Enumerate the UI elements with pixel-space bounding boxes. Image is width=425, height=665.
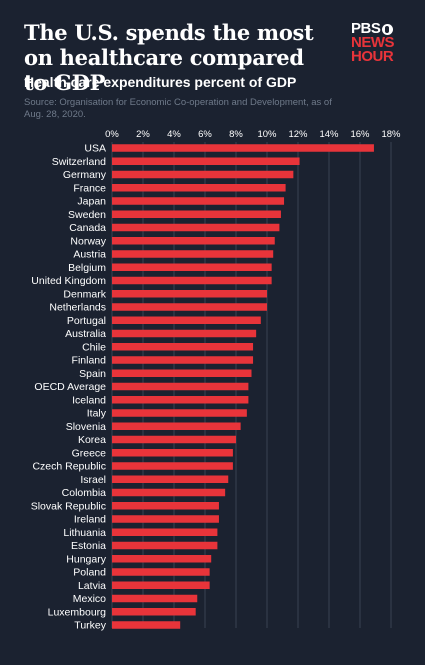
category-label: France xyxy=(73,182,106,194)
bar xyxy=(112,170,294,179)
bar xyxy=(112,382,249,391)
x-tick-label: 16% xyxy=(350,129,370,140)
category-label: Denmark xyxy=(63,288,106,300)
bar xyxy=(112,555,212,563)
chart-title: The U.S. spends the most on healthcare c… xyxy=(24,20,314,95)
category-label: USA xyxy=(84,143,106,155)
x-tick-label: 8% xyxy=(229,129,243,140)
bar xyxy=(112,396,249,404)
x-tick-label: 14% xyxy=(319,129,339,140)
bar xyxy=(112,276,272,285)
category-label: Germany xyxy=(63,169,107,181)
x-tick-label: 10% xyxy=(257,129,277,140)
x-tick-label: 0% xyxy=(105,129,119,140)
bar xyxy=(112,568,210,576)
x-tick-label: 6% xyxy=(198,129,212,140)
category-label: Austria xyxy=(73,249,106,261)
bar xyxy=(112,488,226,497)
logo-pbs: PBS xyxy=(351,20,405,37)
source-note: Source: Organisation for Economic Co-ope… xyxy=(24,97,332,120)
category-label: Italy xyxy=(87,408,107,420)
bar xyxy=(112,184,286,192)
x-axis-ticks: 0% 2% 4% 6% 8% 10% 12% 14% 16% 18% xyxy=(105,129,401,140)
category-label: Colombia xyxy=(62,487,107,499)
category-label: Sweden xyxy=(68,209,106,221)
bar xyxy=(112,581,210,589)
pbs-newshour-logo: PBS NEWS HOUR xyxy=(351,20,405,65)
category-label: Poland xyxy=(73,567,106,579)
bar xyxy=(112,449,233,457)
bar xyxy=(112,210,281,218)
pbs-head-icon xyxy=(382,23,394,35)
bar xyxy=(112,541,218,550)
x-tick-label: 12% xyxy=(288,129,308,140)
bar xyxy=(112,290,267,298)
category-label: Latvia xyxy=(78,580,106,592)
category-label: Japan xyxy=(77,196,106,208)
bar xyxy=(112,144,374,152)
category-label: Australia xyxy=(65,328,106,340)
bar xyxy=(112,462,233,470)
logo-pbs-text: PBS xyxy=(351,20,381,37)
logo-news: NEWS xyxy=(351,34,395,51)
bar xyxy=(112,422,241,430)
category-label: Czech Republic xyxy=(32,461,106,473)
category-label: Canada xyxy=(69,222,106,234)
bar xyxy=(112,608,196,616)
category-label: Chile xyxy=(82,341,106,353)
category-label: Slovak Republic xyxy=(31,500,106,512)
category-label: Belgium xyxy=(68,262,106,274)
category-label: Slovenia xyxy=(66,421,106,433)
x-tick-label: 4% xyxy=(167,129,181,140)
x-tick-label: 2% xyxy=(136,129,150,140)
category-label: Lithuania xyxy=(63,527,106,539)
x-tick-label: 18% xyxy=(381,129,401,140)
category-label: Netherlands xyxy=(49,302,106,314)
category-label: Iceland xyxy=(72,394,106,406)
category-label: Mexico xyxy=(73,593,106,605)
bar xyxy=(112,528,218,536)
category-label: Estonia xyxy=(71,540,106,552)
category-label: Norway xyxy=(70,235,106,247)
bar xyxy=(112,475,229,483)
bar xyxy=(112,356,254,364)
category-label: Hungary xyxy=(66,553,106,565)
bars xyxy=(112,144,374,629)
category-label: Finland xyxy=(72,355,107,367)
bar xyxy=(112,316,261,324)
bar xyxy=(112,343,254,351)
bar xyxy=(112,263,272,271)
category-label: Spain xyxy=(79,368,106,380)
bar xyxy=(112,369,252,377)
bar xyxy=(112,621,181,629)
bar xyxy=(112,157,300,165)
bar xyxy=(112,329,257,338)
category-label: Ireland xyxy=(74,514,106,526)
category-label: Switzerland xyxy=(52,156,106,168)
bar xyxy=(112,409,247,417)
bar xyxy=(112,197,285,205)
category-label: Israel xyxy=(80,474,106,486)
category-label: Luxembourg xyxy=(48,606,107,618)
bar xyxy=(112,594,198,603)
category-label: Korea xyxy=(78,434,106,446)
category-label: Turkey xyxy=(74,620,106,632)
category-label: OECD Average xyxy=(34,381,106,393)
bar xyxy=(112,515,219,523)
category-label: United Kingdom xyxy=(31,275,106,287)
bar xyxy=(112,223,280,232)
bar xyxy=(112,435,236,444)
bar xyxy=(112,250,274,258)
bar xyxy=(112,303,267,311)
logo-hour: HOUR xyxy=(351,48,394,65)
category-label: Greece xyxy=(72,447,107,459)
bar xyxy=(112,237,275,245)
bar xyxy=(112,502,219,510)
category-label: Portugal xyxy=(67,315,106,327)
chart-subtitle: Health care expenditures percent of GDP xyxy=(24,74,297,90)
